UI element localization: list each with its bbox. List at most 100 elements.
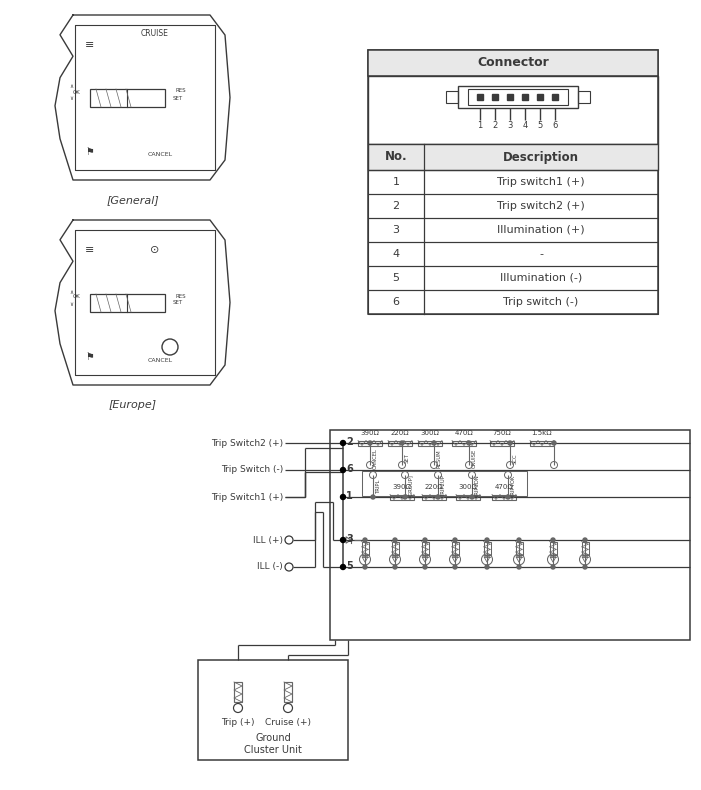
Circle shape xyxy=(393,565,397,569)
Text: 5: 5 xyxy=(393,273,400,283)
Bar xyxy=(468,89,568,105)
Text: 220Ω: 220Ω xyxy=(425,484,443,490)
Circle shape xyxy=(432,441,436,445)
Text: 3: 3 xyxy=(393,225,400,235)
Text: ∧: ∧ xyxy=(69,289,73,295)
Text: ⊙: ⊙ xyxy=(150,245,160,255)
Circle shape xyxy=(341,565,346,570)
Circle shape xyxy=(453,565,457,569)
Text: [General]: [General] xyxy=(107,195,159,205)
Text: 6: 6 xyxy=(393,297,400,307)
Bar xyxy=(75,25,215,170)
Text: Trip switch2 (+): Trip switch2 (+) xyxy=(497,201,585,211)
Bar xyxy=(550,542,557,555)
Text: Trip Switch1 (+): Trip Switch1 (+) xyxy=(211,492,283,502)
Circle shape xyxy=(341,537,346,543)
Text: Trip switch1 (+): Trip switch1 (+) xyxy=(497,177,585,187)
Text: 4: 4 xyxy=(393,249,400,259)
Bar xyxy=(330,430,690,640)
Bar xyxy=(358,441,382,446)
Text: 1: 1 xyxy=(477,121,482,130)
Bar xyxy=(368,266,658,290)
Circle shape xyxy=(485,565,489,569)
Text: 300Ω: 300Ω xyxy=(458,484,477,490)
Text: ∧: ∧ xyxy=(69,85,73,89)
Text: 750Ω: 750Ω xyxy=(493,430,511,436)
Text: Cruise (+): Cruise (+) xyxy=(265,718,311,727)
Circle shape xyxy=(470,495,474,499)
Circle shape xyxy=(485,538,489,542)
Text: Trip Switch (-): Trip Switch (-) xyxy=(221,465,283,475)
Bar xyxy=(388,441,412,446)
Text: TRIP2UP: TRIP2UP xyxy=(440,475,446,496)
Circle shape xyxy=(368,441,372,445)
Text: TRIPL: TRIPL xyxy=(376,478,381,493)
Bar xyxy=(421,542,428,555)
Circle shape xyxy=(341,468,346,472)
Circle shape xyxy=(583,565,587,569)
Text: ILL (-): ILL (-) xyxy=(257,562,283,571)
Circle shape xyxy=(583,538,587,542)
Circle shape xyxy=(508,441,512,445)
Text: 1: 1 xyxy=(346,491,353,501)
Circle shape xyxy=(552,441,556,445)
Bar xyxy=(452,441,476,446)
Text: 5: 5 xyxy=(538,121,543,130)
Text: 6: 6 xyxy=(552,121,558,130)
Circle shape xyxy=(363,565,367,569)
Text: SET: SET xyxy=(404,453,409,464)
Bar xyxy=(390,495,414,499)
Bar xyxy=(490,441,514,446)
Bar xyxy=(458,86,578,108)
Circle shape xyxy=(423,565,427,569)
Circle shape xyxy=(517,565,521,569)
Text: 4: 4 xyxy=(522,121,528,130)
Text: ⚑: ⚑ xyxy=(86,147,95,157)
Text: CANCEL: CANCEL xyxy=(147,152,172,157)
Text: 300Ω: 300Ω xyxy=(421,430,440,436)
Text: TRIP4OK: TRIP4OK xyxy=(510,474,515,497)
Circle shape xyxy=(436,495,440,499)
Text: TRIP3DN: TRIP3DN xyxy=(475,474,479,497)
Bar xyxy=(578,91,590,103)
Circle shape xyxy=(403,495,407,499)
Circle shape xyxy=(517,538,521,542)
Text: [GROUP]: [GROUP] xyxy=(407,474,412,497)
Text: 1.5kΩ: 1.5kΩ xyxy=(531,430,552,436)
Text: Connector: Connector xyxy=(477,57,549,70)
Text: -: - xyxy=(539,249,543,259)
Text: CANCEL: CANCEL xyxy=(147,358,172,363)
Text: Illumination (+): Illumination (+) xyxy=(497,225,585,235)
Text: 1: 1 xyxy=(393,177,400,187)
Bar xyxy=(422,495,446,499)
Bar xyxy=(368,218,658,242)
Text: RES: RES xyxy=(175,88,186,93)
Text: SCC: SCC xyxy=(512,453,517,464)
Text: OK: OK xyxy=(73,295,81,299)
Bar xyxy=(75,230,215,375)
Bar xyxy=(368,50,658,314)
Text: Trip switch (-): Trip switch (-) xyxy=(503,297,578,307)
Bar xyxy=(418,441,442,446)
Bar xyxy=(492,495,516,499)
Bar xyxy=(582,542,589,555)
Bar xyxy=(90,294,165,312)
Bar xyxy=(484,542,491,555)
Bar xyxy=(368,170,658,194)
Text: 2: 2 xyxy=(393,201,400,211)
Text: 5: 5 xyxy=(346,561,353,571)
Bar xyxy=(368,290,658,314)
Bar xyxy=(530,441,554,446)
Circle shape xyxy=(551,565,555,569)
Text: Description: Description xyxy=(503,151,579,164)
Text: SET: SET xyxy=(173,96,183,100)
Circle shape xyxy=(400,441,404,445)
Text: RES: RES xyxy=(175,294,186,299)
Text: Trip (+): Trip (+) xyxy=(222,718,254,727)
Circle shape xyxy=(551,538,555,542)
Bar xyxy=(234,682,242,702)
Bar xyxy=(446,91,458,103)
Text: 390Ω: 390Ω xyxy=(393,484,411,490)
Text: 390Ω: 390Ω xyxy=(360,430,379,436)
Bar xyxy=(368,76,658,144)
